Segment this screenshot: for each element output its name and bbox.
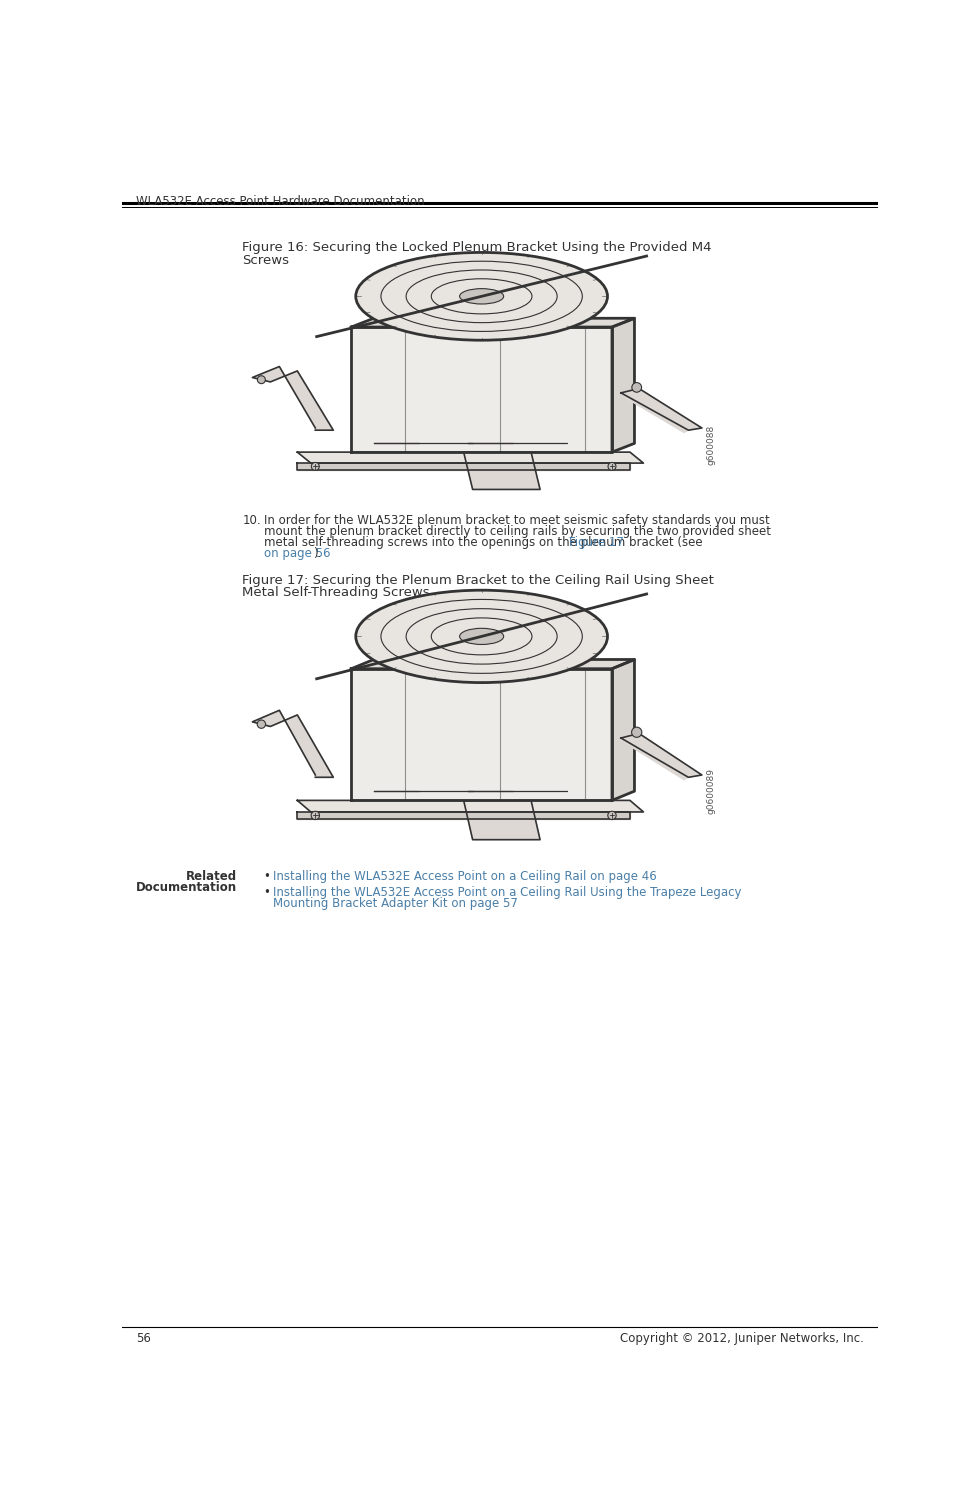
- Text: Documentation: Documentation: [136, 881, 237, 895]
- Text: In order for the WLA532E plenum bracket to meet seismic safety standards you mus: In order for the WLA532E plenum bracket …: [263, 514, 769, 527]
- Circle shape: [632, 727, 642, 737]
- Text: Mounting Bracket Adapter Kit on page 57: Mounting Bracket Adapter Kit on page 57: [273, 896, 518, 910]
- Circle shape: [311, 462, 319, 470]
- Text: •: •: [263, 870, 271, 884]
- Text: mount the plenum bracket directly to ceiling rails by securing the two provided : mount the plenum bracket directly to cei…: [263, 526, 770, 538]
- Polygon shape: [464, 452, 540, 490]
- Circle shape: [608, 462, 616, 470]
- Polygon shape: [612, 659, 635, 801]
- Text: g600088: g600088: [706, 425, 716, 465]
- Polygon shape: [253, 710, 333, 777]
- Polygon shape: [373, 319, 635, 443]
- Polygon shape: [297, 811, 630, 819]
- Text: metal self-threading screws into the openings on the plenum bracket (see: metal self-threading screws into the ope…: [263, 536, 706, 550]
- Text: Copyright © 2012, Juniper Networks, Inc.: Copyright © 2012, Juniper Networks, Inc.: [620, 1333, 864, 1345]
- Polygon shape: [612, 319, 635, 452]
- Text: Installing the WLA532E Access Point on a Ceiling Rail on page 46: Installing the WLA532E Access Point on a…: [273, 870, 657, 884]
- Polygon shape: [351, 326, 612, 452]
- Ellipse shape: [356, 252, 607, 340]
- Text: 10.: 10.: [243, 514, 261, 527]
- Text: Installing the WLA532E Access Point on a Ceiling Rail Using the Trapeze Legacy: Installing the WLA532E Access Point on a…: [273, 885, 742, 899]
- Circle shape: [311, 811, 320, 819]
- Polygon shape: [464, 801, 540, 840]
- Text: Screws: Screws: [242, 254, 289, 267]
- Polygon shape: [297, 462, 630, 470]
- Text: Metal Self-Threading Screws: Metal Self-Threading Screws: [242, 586, 430, 600]
- Ellipse shape: [459, 289, 504, 304]
- Text: WLA532E Access Point Hardware Documentation: WLA532E Access Point Hardware Documentat…: [136, 195, 424, 209]
- Polygon shape: [297, 452, 644, 462]
- Polygon shape: [621, 388, 702, 432]
- Circle shape: [632, 382, 642, 393]
- Polygon shape: [351, 659, 635, 669]
- Text: •: •: [263, 885, 271, 899]
- Polygon shape: [253, 367, 333, 431]
- Text: Figure 17: Figure 17: [569, 536, 624, 550]
- Polygon shape: [373, 659, 635, 792]
- Ellipse shape: [356, 591, 607, 683]
- Text: Related: Related: [185, 870, 237, 884]
- Polygon shape: [351, 319, 635, 326]
- Polygon shape: [297, 801, 644, 811]
- Circle shape: [257, 376, 265, 384]
- Ellipse shape: [459, 629, 504, 645]
- Circle shape: [607, 811, 616, 819]
- Text: Figure 17: Securing the Plenum Bracket to the Ceiling Rail Using Sheet: Figure 17: Securing the Plenum Bracket t…: [242, 574, 714, 586]
- Circle shape: [257, 721, 265, 728]
- Text: on page 56: on page 56: [263, 547, 331, 561]
- Text: Figure 16: Securing the Locked Plenum Bracket Using the Provided M4: Figure 16: Securing the Locked Plenum Br…: [242, 242, 712, 254]
- Polygon shape: [351, 669, 612, 801]
- Text: 56: 56: [136, 1333, 151, 1345]
- Text: ).: ).: [313, 547, 321, 561]
- Text: g0600089: g0600089: [706, 768, 716, 814]
- Polygon shape: [621, 733, 702, 780]
